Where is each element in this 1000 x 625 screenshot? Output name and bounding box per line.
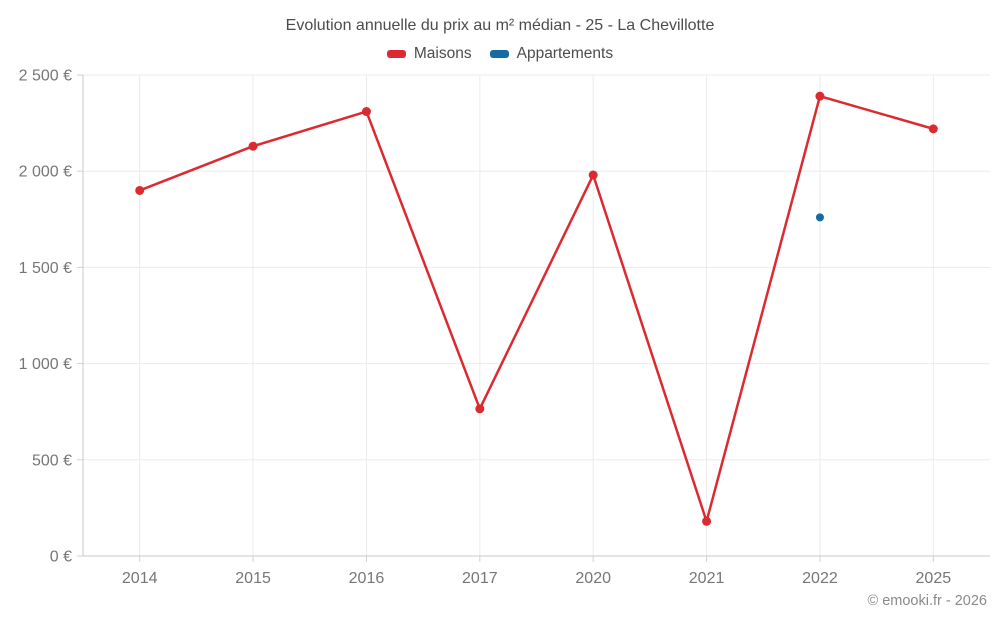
- x-tick-label: 2014: [122, 570, 158, 587]
- copyright-text: © emooki.fr - 2026: [867, 593, 987, 609]
- legend-item-maisons[interactable]: Maisons: [386, 45, 472, 63]
- x-tick-label: 2015: [235, 570, 271, 587]
- data-point-maisons: [475, 404, 485, 414]
- data-point-maisons: [248, 141, 258, 151]
- series-line-maisons: [138, 94, 935, 523]
- x-tick-label: 2017: [462, 570, 498, 587]
- y-tick-label: 2 000 €: [19, 164, 72, 181]
- x-tick-label: 2021: [689, 570, 725, 587]
- data-point-appartements: [815, 213, 824, 222]
- x-tick-label: 2020: [575, 570, 611, 587]
- legend-label-maisons: Maisons: [413, 45, 472, 62]
- legend-item-appartements[interactable]: Appartements: [489, 45, 614, 63]
- data-point-maisons: [815, 91, 825, 101]
- x-tick-label: 2022: [802, 570, 838, 587]
- legend-label-appartements: Appartements: [516, 45, 614, 62]
- data-point-maisons: [588, 170, 598, 180]
- data-point-maisons: [135, 185, 145, 195]
- data-point-maisons: [928, 124, 938, 134]
- y-tick-label: 1 000 €: [19, 356, 72, 373]
- chart-legend: Maisons Appartements: [0, 45, 1000, 63]
- y-tick-label: 500 €: [32, 452, 72, 469]
- data-point-maisons: [361, 107, 371, 117]
- x-tick-label: 2016: [349, 570, 385, 587]
- y-tick-label: 2 500 €: [19, 68, 72, 85]
- data-point-maisons: [702, 516, 712, 526]
- appartements-legend-swatch-icon: [489, 50, 509, 58]
- maisons-legend-swatch-icon: [386, 50, 406, 58]
- y-tick-label: 0 €: [50, 549, 72, 566]
- chart-title: Evolution annuelle du prix au m² médian …: [285, 17, 715, 34]
- x-tick-label: 2025: [916, 570, 952, 587]
- y-tick-label: 1 500 €: [19, 260, 72, 277]
